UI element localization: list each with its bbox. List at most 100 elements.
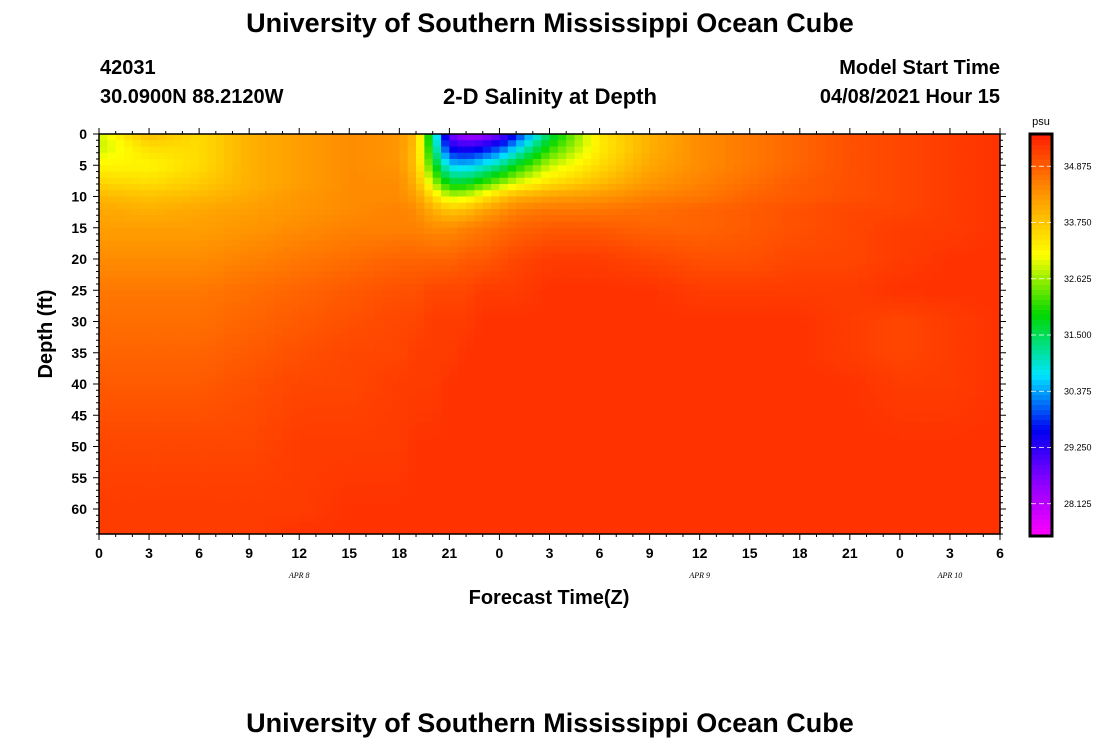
heatmap-cell	[716, 215, 726, 223]
heatmap-cell	[374, 277, 384, 285]
heatmap-cell	[666, 390, 676, 398]
heatmap-cell	[766, 352, 776, 360]
heatmap-cell	[766, 259, 776, 266]
heatmap-cell	[441, 390, 450, 398]
heatmap-cell	[115, 409, 125, 416]
heatmap-cell	[758, 346, 767, 354]
heatmap-cell	[199, 409, 209, 416]
heatmap-cell	[315, 365, 325, 373]
heatmap-cell	[532, 221, 542, 229]
heatmap-cell	[549, 352, 559, 360]
heatmap-cell	[182, 234, 192, 241]
heatmap-cell	[641, 384, 651, 391]
heatmap-cell	[149, 265, 158, 273]
heatmap-cell	[949, 277, 959, 285]
heatmap-cell	[716, 290, 726, 298]
heatmap-cell	[649, 152, 659, 160]
heatmap-cell	[516, 184, 526, 191]
heatmap-cell	[566, 377, 576, 385]
heatmap-cell	[482, 227, 492, 235]
heatmap-cell	[708, 240, 717, 248]
heatmap-cell	[441, 202, 450, 210]
heatmap-cell	[190, 296, 200, 304]
heatmap-cell	[115, 352, 125, 360]
heatmap-cell	[908, 227, 918, 235]
heatmap-cell	[766, 377, 776, 385]
heatmap-cell	[883, 384, 893, 391]
heatmap-cell	[916, 259, 926, 266]
heatmap-cell	[666, 340, 676, 348]
heatmap-cell	[407, 146, 417, 154]
heatmap-cell	[265, 365, 275, 373]
heatmap-cell	[349, 315, 359, 323]
heatmap-cell	[916, 134, 926, 141]
heatmap-cell	[858, 390, 868, 398]
heatmap-cell	[124, 302, 133, 310]
heatmap-cell	[916, 252, 926, 260]
heatmap-cell	[449, 390, 459, 398]
heatmap-cell	[124, 221, 133, 229]
heatmap-cell	[299, 140, 309, 148]
heatmap-cell	[441, 227, 450, 235]
heatmap-cell	[949, 396, 959, 404]
heatmap-cell	[599, 321, 609, 329]
model-start-value: 04/08/2021 Hour 15	[819, 86, 1000, 108]
heatmap-cell	[557, 321, 567, 329]
heatmap-cell	[966, 284, 976, 291]
heatmap-cell	[407, 334, 417, 341]
heatmap-cell	[232, 240, 242, 248]
heatmap-cell	[933, 296, 943, 304]
heatmap-cell	[190, 202, 200, 210]
heatmap-cell	[591, 159, 601, 166]
heatmap-cell	[491, 365, 501, 373]
heatmap-cell	[841, 227, 851, 235]
heatmap-cell	[374, 227, 384, 235]
heatmap-cell	[424, 265, 434, 273]
heatmap-cell	[282, 246, 292, 254]
heatmap-cell	[599, 377, 609, 385]
heatmap-cell	[324, 296, 334, 304]
heatmap-cell	[199, 259, 209, 266]
heatmap-cell	[616, 365, 626, 373]
heatmap-cell	[532, 159, 542, 166]
heatmap-cell	[290, 234, 300, 241]
heatmap-cell	[616, 352, 626, 360]
heatmap-cell	[833, 259, 843, 266]
heatmap-cell	[916, 202, 926, 210]
heatmap-cell	[833, 359, 843, 366]
heatmap-cell	[682, 234, 692, 241]
heatmap-cell	[657, 184, 667, 191]
heatmap-cell	[149, 384, 158, 391]
heatmap-cell	[107, 184, 117, 191]
heatmap-cell	[374, 365, 384, 373]
heatmap-cell	[215, 396, 225, 404]
heatmap-cell	[532, 384, 542, 391]
heatmap-cell	[224, 302, 234, 310]
heatmap-cell	[474, 334, 484, 341]
heatmap-cell	[791, 409, 801, 416]
heatmap-cell	[516, 290, 526, 298]
heatmap-cell	[399, 284, 409, 291]
heatmap-cell	[432, 346, 442, 354]
heatmap-cell	[632, 290, 642, 298]
heatmap-cell	[874, 321, 884, 329]
heatmap-cell	[733, 196, 742, 204]
heatmap-cell	[924, 402, 934, 410]
heatmap-cell	[924, 265, 934, 273]
heatmap-cell	[441, 271, 450, 279]
heatmap-cell	[549, 234, 559, 241]
heatmap-cell	[299, 246, 309, 254]
heatmap-cell	[532, 321, 542, 329]
heatmap-cell	[516, 196, 526, 204]
heatmap-cell	[140, 190, 150, 198]
heatmap-cell	[916, 196, 926, 204]
heatmap-cell	[290, 246, 300, 254]
heatmap-cell	[858, 352, 868, 360]
heatmap-cell	[182, 371, 192, 379]
heatmap-cell	[674, 165, 684, 173]
heatmap-cell	[274, 221, 284, 229]
heatmap-cell	[574, 390, 584, 398]
heatmap-cell	[524, 152, 534, 160]
heatmap-cell	[741, 352, 751, 360]
heatmap-cell	[858, 309, 868, 316]
